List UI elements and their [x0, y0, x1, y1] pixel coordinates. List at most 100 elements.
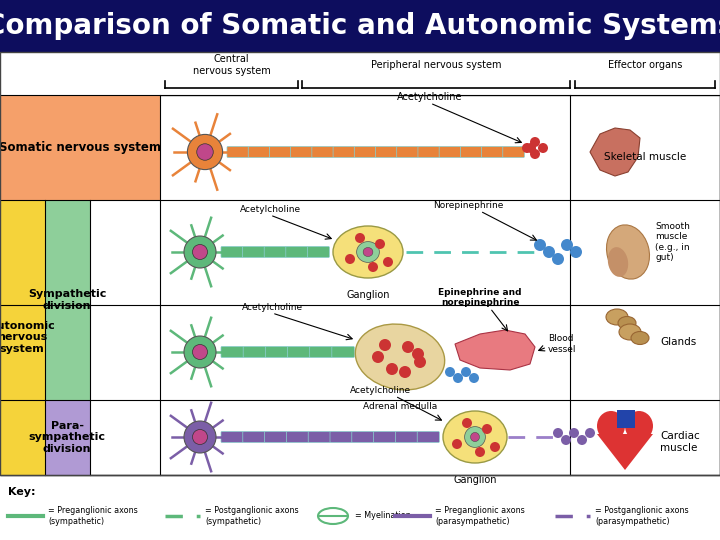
- Ellipse shape: [197, 144, 213, 160]
- Text: Sympathetic
division: Sympathetic division: [28, 289, 106, 311]
- Ellipse shape: [443, 411, 507, 463]
- FancyBboxPatch shape: [308, 431, 330, 442]
- Bar: [45, 400, 90, 475]
- Text: Skeletal muscle: Skeletal muscle: [604, 152, 686, 162]
- Text: Ganglion: Ganglion: [454, 475, 497, 485]
- Circle shape: [561, 239, 573, 251]
- FancyBboxPatch shape: [221, 246, 243, 258]
- Bar: [0, 52, 720, 475]
- Circle shape: [534, 239, 546, 251]
- Ellipse shape: [184, 421, 216, 453]
- Ellipse shape: [606, 309, 628, 325]
- Text: Glands: Glands: [660, 337, 696, 347]
- FancyBboxPatch shape: [374, 431, 396, 442]
- Circle shape: [345, 254, 355, 264]
- FancyBboxPatch shape: [221, 347, 243, 357]
- FancyBboxPatch shape: [264, 246, 286, 258]
- Text: Somatic nervous system: Somatic nervous system: [0, 141, 161, 154]
- Ellipse shape: [606, 225, 649, 279]
- FancyBboxPatch shape: [332, 347, 354, 357]
- Circle shape: [475, 447, 485, 457]
- FancyBboxPatch shape: [269, 146, 291, 158]
- Circle shape: [570, 246, 582, 258]
- FancyBboxPatch shape: [266, 347, 288, 357]
- FancyBboxPatch shape: [312, 146, 333, 158]
- Circle shape: [577, 435, 587, 445]
- FancyBboxPatch shape: [287, 431, 309, 442]
- Text: = Postganglionic axons
(parasympathetic): = Postganglionic axons (parasympathetic): [595, 507, 688, 526]
- Bar: [0, 0, 720, 52]
- Text: Acetylcholine: Acetylcholine: [397, 92, 463, 102]
- Circle shape: [552, 253, 564, 265]
- Text: Central
nervous system: Central nervous system: [193, 54, 271, 76]
- Circle shape: [490, 442, 500, 452]
- FancyBboxPatch shape: [243, 347, 266, 357]
- FancyBboxPatch shape: [243, 431, 265, 442]
- FancyBboxPatch shape: [395, 431, 418, 442]
- Ellipse shape: [625, 411, 653, 441]
- Circle shape: [372, 351, 384, 363]
- Text: Comparison of Somatic and Autonomic Systems: Comparison of Somatic and Autonomic Syst…: [0, 12, 720, 40]
- Text: Smooth
muscle
(e.g., in
gut): Smooth muscle (e.g., in gut): [655, 222, 690, 262]
- Ellipse shape: [619, 324, 641, 340]
- Circle shape: [368, 262, 378, 272]
- Text: Key:: Key:: [8, 487, 35, 497]
- Circle shape: [482, 424, 492, 434]
- Text: Peripheral nervous system: Peripheral nervous system: [371, 60, 501, 70]
- Text: = Myelination: = Myelination: [355, 511, 410, 521]
- FancyBboxPatch shape: [310, 347, 332, 357]
- Ellipse shape: [192, 429, 207, 444]
- FancyBboxPatch shape: [227, 146, 248, 158]
- Text: Acetylcholine: Acetylcholine: [240, 205, 300, 214]
- Circle shape: [445, 367, 455, 377]
- Circle shape: [452, 439, 462, 449]
- Ellipse shape: [464, 427, 485, 448]
- Circle shape: [453, 373, 463, 383]
- Circle shape: [462, 418, 472, 428]
- Ellipse shape: [184, 236, 216, 268]
- Text: Blood
vessel: Blood vessel: [548, 334, 577, 354]
- Circle shape: [569, 428, 579, 438]
- Ellipse shape: [618, 316, 636, 329]
- Text: Adrenal medulla: Adrenal medulla: [363, 402, 437, 411]
- Circle shape: [383, 257, 393, 267]
- Ellipse shape: [631, 332, 649, 345]
- FancyBboxPatch shape: [418, 146, 439, 158]
- Ellipse shape: [192, 345, 207, 360]
- FancyBboxPatch shape: [482, 146, 503, 158]
- FancyBboxPatch shape: [417, 431, 439, 442]
- Bar: [0, 95, 160, 200]
- Ellipse shape: [608, 247, 628, 277]
- Text: Cardiac
muscle: Cardiac muscle: [660, 431, 700, 453]
- FancyBboxPatch shape: [503, 146, 524, 158]
- Ellipse shape: [187, 134, 222, 170]
- Circle shape: [530, 137, 540, 147]
- Circle shape: [412, 348, 424, 360]
- Text: = Preganglionic axons
(sympathetic): = Preganglionic axons (sympathetic): [48, 507, 138, 526]
- Ellipse shape: [192, 245, 207, 260]
- Circle shape: [530, 149, 540, 159]
- Text: Autonomic
nervous
system: Autonomic nervous system: [0, 321, 55, 354]
- Polygon shape: [590, 128, 640, 176]
- Circle shape: [399, 366, 411, 378]
- FancyBboxPatch shape: [460, 146, 482, 158]
- Bar: [627, 410, 635, 428]
- FancyBboxPatch shape: [354, 146, 376, 158]
- Text: = Preganglionic axons
(parasympathetic): = Preganglionic axons (parasympathetic): [435, 507, 525, 526]
- Circle shape: [543, 246, 555, 258]
- Circle shape: [375, 239, 385, 249]
- Polygon shape: [597, 434, 653, 470]
- Circle shape: [469, 373, 479, 383]
- FancyBboxPatch shape: [265, 431, 287, 442]
- FancyBboxPatch shape: [248, 146, 270, 158]
- Circle shape: [553, 428, 563, 438]
- Circle shape: [461, 367, 471, 377]
- Bar: [0, 200, 45, 475]
- Ellipse shape: [356, 324, 445, 390]
- Ellipse shape: [318, 508, 348, 524]
- FancyBboxPatch shape: [330, 431, 352, 442]
- Circle shape: [379, 339, 391, 351]
- Ellipse shape: [333, 226, 403, 278]
- Ellipse shape: [356, 241, 379, 262]
- Polygon shape: [455, 330, 535, 370]
